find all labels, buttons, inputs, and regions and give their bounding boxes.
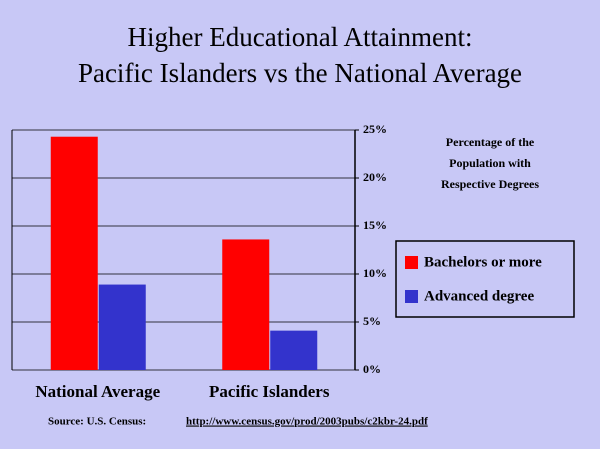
y-tick-label: 15% [363, 218, 387, 232]
y-tick-label: 25% [363, 122, 387, 136]
annotation: Percentage of the [446, 135, 535, 149]
legend-swatch [405, 256, 418, 269]
annotation: Population with [449, 156, 531, 170]
x-tick-label: Pacific Islanders [209, 382, 330, 401]
y-tick-label: 5% [363, 314, 381, 328]
legend-box [395, 240, 575, 318]
annotation: Respective Degrees [441, 177, 539, 191]
legend-label: Advanced degree [424, 288, 534, 304]
bar [50, 136, 98, 370]
legend-swatch [405, 290, 418, 303]
source: Source: U.S. Census: [48, 416, 146, 428]
y-tick-label: 20% [363, 170, 387, 184]
legend-label: Bachelors or more [424, 254, 542, 270]
bar [98, 284, 146, 370]
chart-title: Higher Educational Attainment: [128, 22, 473, 52]
x-tick-label: National Average [35, 382, 160, 401]
bar [270, 330, 318, 370]
chart-subtitle: Pacific Islanders vs the National Averag… [78, 58, 522, 88]
source-url[interactable]: http://www.census.gov/prod/2003pubs/c2kb… [186, 416, 428, 428]
bar [222, 239, 270, 370]
y-tick-label: 10% [363, 266, 387, 280]
y-tick-label: 0% [363, 362, 381, 376]
